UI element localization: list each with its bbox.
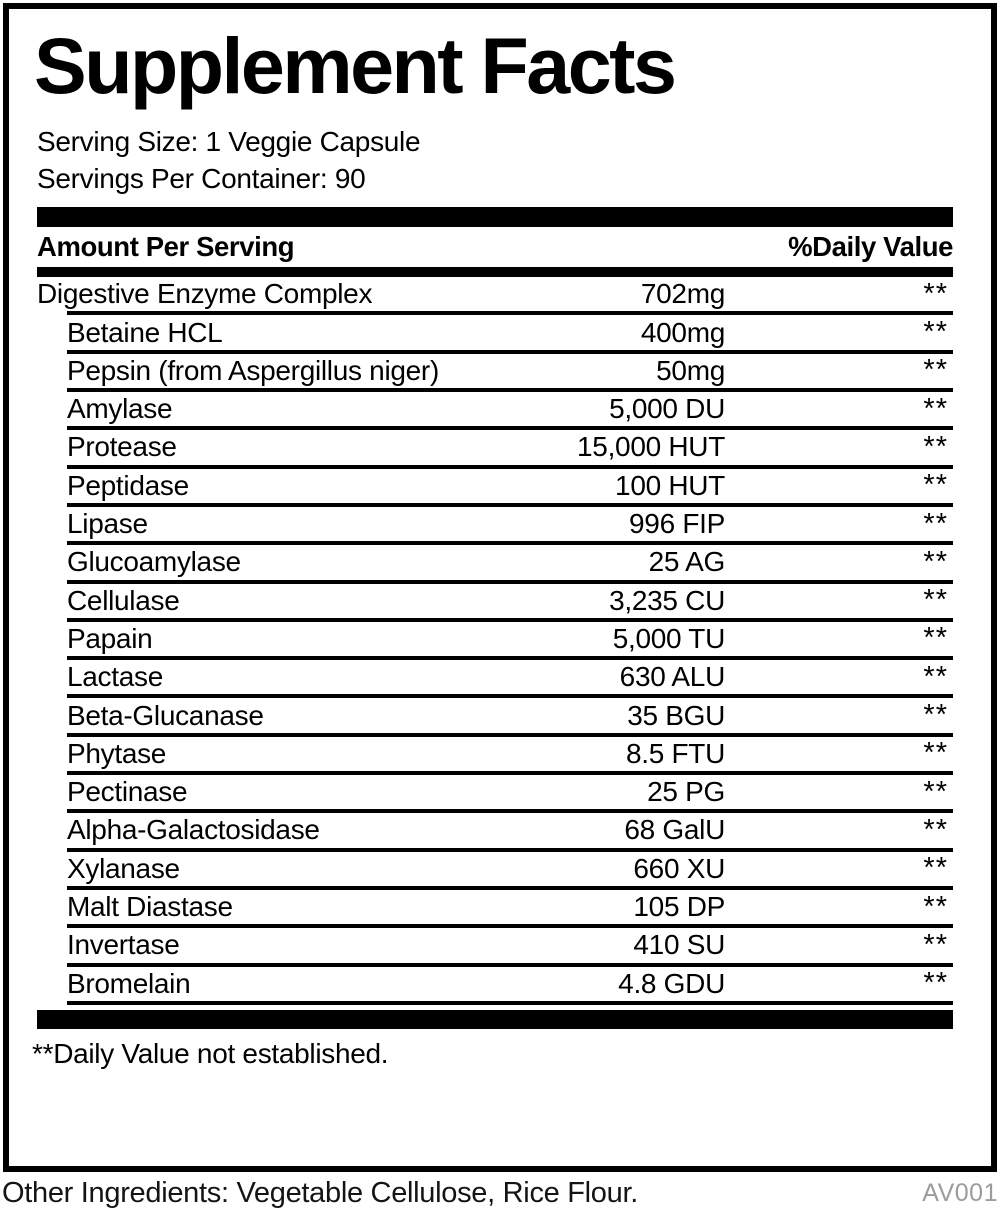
- ingredient-daily-value: **: [923, 699, 948, 732]
- table-row: Bromelain 4.8 GDU **: [67, 967, 953, 1005]
- ingredient-name: Bromelain: [67, 967, 191, 999]
- ingredient-daily-value: **: [923, 852, 948, 885]
- product-code: AV001: [922, 1179, 998, 1207]
- ingredient-amount: 25 AG: [648, 546, 726, 578]
- ingredient-amount: 3,235 CU: [609, 584, 725, 616]
- ingredient-daily-value: **: [923, 277, 948, 310]
- table-row: Betaine HCL 400mg **: [67, 315, 953, 354]
- ingredient-daily-value: **: [923, 660, 948, 693]
- ingredient-amount: 4.8 GDU: [618, 967, 725, 999]
- table-row: Phytase 8.5 FTU **: [67, 737, 953, 776]
- ingredient-amount: 25 PG: [647, 776, 725, 808]
- ingredient-name: Pectinase: [67, 776, 188, 808]
- ingredient-name: Betaine HCL: [67, 316, 223, 348]
- supplement-facts-panel: Supplement Facts Serving Size: 1 Veggie …: [3, 3, 997, 1172]
- ingredient-daily-value: **: [923, 316, 948, 349]
- ingredient-amount: 8.5 FTU: [625, 737, 725, 769]
- ingredient-amount: 15,000 HUT: [577, 431, 725, 463]
- ingredient-amount: 996 FIP: [629, 508, 725, 540]
- table-row: Glucoamylase 25 AG **: [67, 545, 953, 584]
- ingredient-daily-value: **: [923, 430, 948, 463]
- ingredient-daily-value: **: [923, 813, 948, 846]
- ingredient-amount: 702mg: [640, 278, 725, 310]
- table-row: Digestive Enzyme Complex 702mg **: [37, 277, 953, 316]
- ingredient-name: Pepsin (from Aspergillus niger): [67, 354, 439, 386]
- divider-thick-bottom: [37, 1009, 953, 1029]
- table-row: Malt Diastase 105 DP **: [67, 890, 953, 929]
- panel-title: Supplement Facts: [34, 21, 677, 110]
- table-row: Beta-Glucanase 35 BGU **: [67, 698, 953, 737]
- table-row: Pepsin (from Aspergillus niger) 50mg **: [67, 354, 953, 393]
- ingredient-amount: 50mg: [656, 354, 725, 386]
- ingredient-name: Lactase: [67, 661, 163, 693]
- ingredient-amount: 400mg: [640, 316, 725, 348]
- ingredient-amount: 100 HUT: [615, 469, 725, 501]
- table-row: Lipase 996 FIP **: [67, 507, 953, 546]
- table-row: Amylase 5,000 DU **: [67, 392, 953, 431]
- ingredient-table: Digestive Enzyme Complex 702mg ** Betain…: [37, 277, 953, 1005]
- table-row: Protease 15,000 HUT **: [67, 430, 953, 469]
- ingredient-amount: 660 XU: [633, 852, 725, 884]
- table-row: Xylanase 660 XU **: [67, 852, 953, 890]
- other-ingredients-text: Other Ingredients: Vegetable Cellulose, …: [2, 1177, 638, 1209]
- table-header-row: Amount Per Serving %Daily Value: [37, 227, 953, 267]
- table-row: Papain 5,000 TU **: [67, 622, 953, 661]
- ingredient-amount: 630 ALU: [619, 661, 726, 693]
- table-row: Invertase 410 SU **: [67, 928, 953, 967]
- ingredient-amount: 410 SU: [633, 929, 725, 961]
- divider-medium: [37, 267, 953, 278]
- daily-value-footnote: **Daily Value not established.: [32, 1037, 389, 1069]
- ingredient-name: Phytase: [67, 737, 167, 769]
- ingredient-name: Beta-Glucanase: [67, 699, 264, 731]
- ingredient-name: Cellulase: [67, 584, 180, 616]
- ingredient-name: Xylanase: [67, 852, 180, 884]
- ingredient-daily-value: **: [923, 775, 948, 808]
- ingredient-daily-value: **: [923, 622, 948, 655]
- ingredient-daily-value: **: [923, 890, 948, 923]
- divider-thick-top: [37, 207, 953, 228]
- ingredient-daily-value: **: [923, 545, 948, 578]
- ingredient-daily-value: **: [923, 507, 948, 540]
- ingredient-daily-value: **: [923, 928, 948, 961]
- ingredient-name: Protease: [67, 431, 177, 463]
- ingredient-name: Invertase: [67, 929, 180, 961]
- ingredient-daily-value: **: [923, 967, 948, 1000]
- ingredient-name: Malt Diastase: [67, 891, 233, 923]
- ingredient-name: Amylase: [67, 393, 173, 425]
- table-row: Lactase 630 ALU **: [67, 660, 953, 699]
- ingredient-name: Glucoamylase: [67, 546, 241, 578]
- table-row: Cellulase 3,235 CU **: [67, 584, 953, 622]
- column-header-amount: Amount Per Serving: [37, 231, 295, 263]
- ingredient-amount: 35 BGU: [627, 699, 725, 731]
- ingredient-name: Alpha-Galactosidase: [67, 814, 320, 846]
- ingredient-amount: 5,000 DU: [609, 393, 725, 425]
- ingredient-daily-value: **: [923, 584, 948, 617]
- table-row: Peptidase 100 HUT **: [67, 469, 953, 507]
- table-row: Pectinase 25 PG **: [67, 775, 953, 814]
- ingredient-name: Papain: [67, 622, 153, 654]
- ingredient-amount: 5,000 TU: [612, 622, 726, 654]
- column-header-daily-value: %Daily Value: [788, 231, 953, 263]
- footer: Other Ingredients: Vegetable Cellulose, …: [2, 1177, 998, 1210]
- ingredient-daily-value: **: [923, 737, 948, 770]
- ingredient-name: Lipase: [67, 508, 148, 540]
- ingredient-amount: 68 GalU: [624, 814, 725, 846]
- servings-per-container: Servings Per Container: 90: [37, 163, 366, 195]
- ingredient-daily-value: **: [923, 354, 948, 387]
- table-row: Alpha-Galactosidase 68 GalU **: [67, 813, 953, 852]
- ingredient-daily-value: **: [923, 392, 948, 425]
- serving-size: Serving Size: 1 Veggie Capsule: [37, 126, 421, 158]
- ingredient-amount: 105 DP: [633, 891, 725, 923]
- ingredient-daily-value: **: [923, 469, 948, 502]
- ingredient-name: Digestive Enzyme Complex: [37, 278, 373, 310]
- ingredient-name: Peptidase: [67, 469, 189, 501]
